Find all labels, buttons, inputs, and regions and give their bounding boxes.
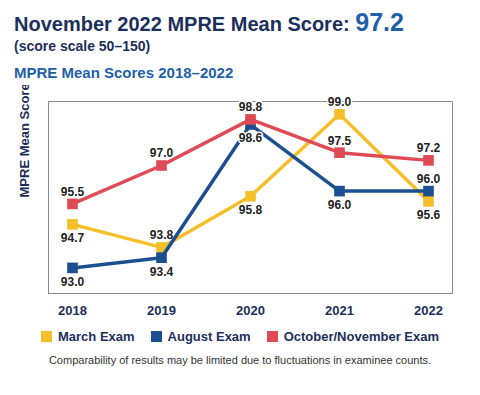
svg-text:97.0: 97.0 (150, 146, 174, 160)
html-text:Comparability of results may b: Comparability of results may be limited … (48, 354, 432, 366)
svg-text:95.8: 95.8 (239, 203, 263, 217)
svg-text:93.4: 93.4 (150, 265, 174, 279)
svg-text:2022: 2022 (414, 303, 443, 318)
html-text:August Exam: August Exam (167, 329, 251, 344)
svg-text:93.0: 93.0 (61, 275, 85, 289)
svg-text:98.6: 98.6 (239, 131, 263, 145)
svg-text:95.6: 95.6 (417, 208, 441, 222)
svg-text:94.7: 94.7 (61, 231, 85, 245)
html-text:November 2022 MPRE Mean Score:: November 2022 MPRE Mean Score:97.2 (14, 8, 404, 36)
svg-text:2019: 2019 (147, 303, 176, 318)
html-text:October/November Exam: October/November Exam (283, 329, 439, 344)
svg-text:97.5: 97.5 (328, 134, 352, 148)
svg-text:93.8: 93.8 (150, 228, 174, 242)
svg-text:MPRE Mean Score: MPRE Mean Score (17, 85, 32, 198)
svg-text:98.8: 98.8 (239, 100, 263, 114)
svg-text:2021: 2021 (325, 303, 354, 318)
svg-text:96.0: 96.0 (328, 198, 352, 212)
svg-text:2018: 2018 (58, 303, 87, 318)
svg-text:97.2: 97.2 (417, 141, 441, 155)
svg-text:99.0: 99.0 (328, 95, 352, 109)
svg-text:95.5: 95.5 (61, 185, 85, 199)
html-text:March Exam: March Exam (58, 329, 135, 344)
html-text:(score scale 50–150): (score scale 50–150) (14, 38, 151, 54)
svg-text:96.0: 96.0 (417, 172, 441, 186)
html-text:MPRE Mean Scores 2018–2022: MPRE Mean Scores 2018–2022 (14, 64, 234, 81)
svg-text:2020: 2020 (236, 303, 265, 318)
